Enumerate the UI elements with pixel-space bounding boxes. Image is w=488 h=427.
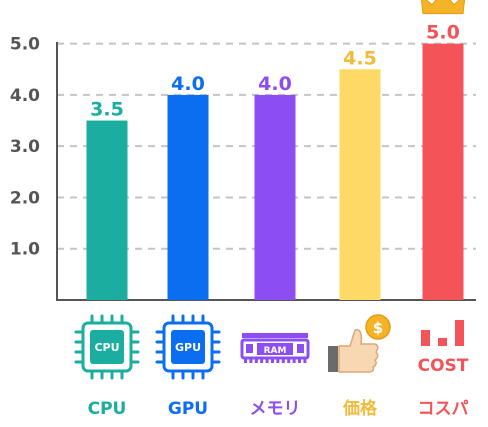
bar	[86, 120, 128, 300]
svg-text:COST: COST	[418, 356, 469, 376]
category-label: メモリ	[250, 399, 301, 419]
svg-text:$: $	[373, 319, 383, 337]
value-label: 4.0	[171, 73, 205, 95]
crown-icon	[420, 0, 466, 15]
y-tick-label: 1.0	[10, 240, 40, 260]
gpu-chip-icon: GPU	[155, 314, 221, 380]
category-icons: CPU GPU RAM $ COST	[74, 0, 469, 380]
category-label: 価格	[342, 398, 378, 419]
bar	[167, 94, 209, 300]
y-tick-label: 2.0	[10, 188, 40, 208]
value-labels: 3.5 4.0 4.0 4.5 5.0	[90, 22, 460, 121]
category-label: CPU	[88, 399, 127, 419]
cpu-chip-icon: CPU	[74, 314, 140, 380]
value-label: 3.5	[90, 99, 124, 121]
bar	[339, 69, 381, 300]
bar	[422, 43, 464, 301]
value-label: 4.0	[258, 73, 292, 95]
cost-bar-icon: COST	[418, 320, 469, 376]
svg-text:CPU: CPU	[94, 341, 119, 354]
y-tick-labels: 1.0 2.0 3.0 4.0 5.0	[10, 35, 40, 260]
bar	[254, 94, 296, 300]
category-label: GPU	[168, 399, 208, 419]
svg-text:GPU: GPU	[175, 341, 201, 354]
y-tick-label: 3.0	[10, 137, 40, 157]
y-tick-label: 5.0	[10, 35, 40, 55]
y-tick-label: 4.0	[10, 86, 40, 106]
svg-text:RAM: RAM	[264, 346, 287, 356]
value-label: 5.0	[426, 22, 460, 44]
bars	[86, 43, 464, 301]
price-thumbs-up-coin-icon: $	[328, 314, 391, 373]
category-labels: CPU GPU メモリ 価格 コスパ	[88, 398, 469, 419]
ram-module-icon: RAM	[240, 333, 310, 363]
value-label: 4.5	[343, 47, 377, 69]
category-label: コスパ	[418, 399, 469, 419]
